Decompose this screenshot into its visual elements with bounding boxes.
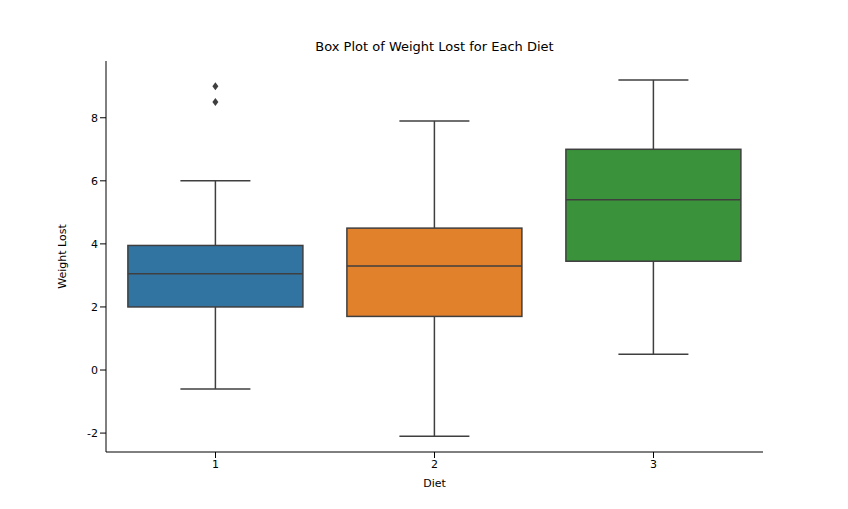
svg-text:8: 8 bbox=[91, 112, 98, 125]
svg-text:2: 2 bbox=[91, 301, 98, 314]
svg-text:1: 1 bbox=[212, 458, 219, 471]
svg-text:0: 0 bbox=[91, 364, 98, 377]
svg-text:Diet: Diet bbox=[423, 477, 446, 490]
html-text:Box Plot of Weight Lost for Ea: Box Plot of Weight Lost for Each Diet bbox=[315, 39, 554, 54]
svg-text:4: 4 bbox=[91, 238, 98, 251]
svg-text:3: 3 bbox=[650, 458, 657, 471]
svg-text:-2: -2 bbox=[87, 427, 98, 440]
svg-text:6: 6 bbox=[91, 175, 98, 188]
svg-text:Weight Lost: Weight Lost bbox=[56, 224, 69, 289]
svg-text:2: 2 bbox=[431, 458, 438, 471]
